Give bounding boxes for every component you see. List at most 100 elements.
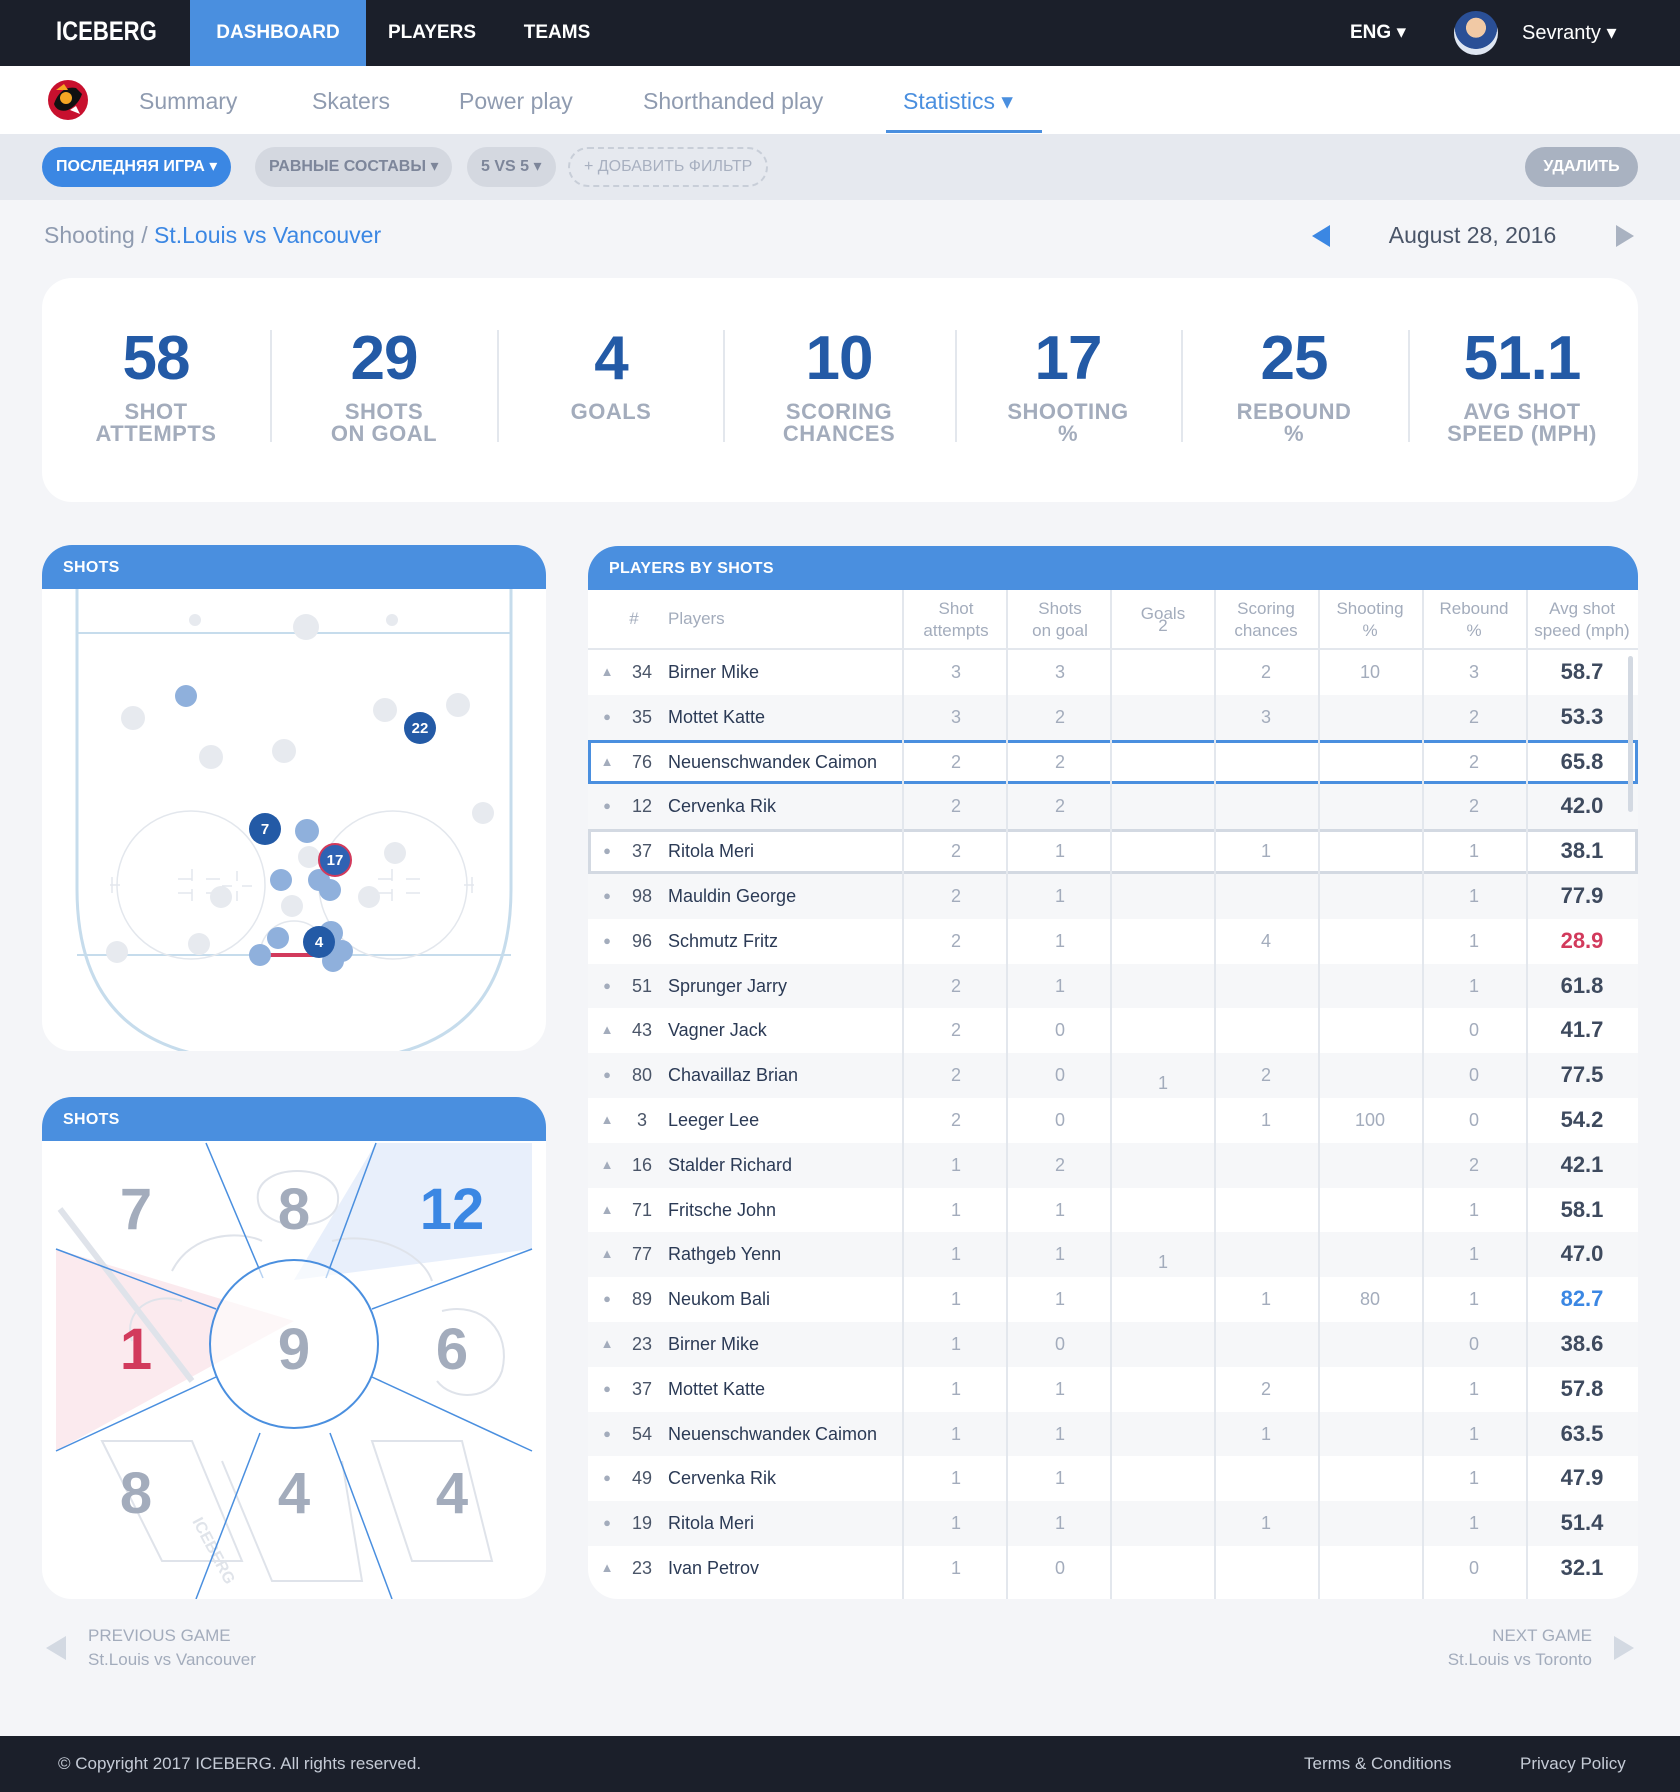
shot-marker-goal[interactable] bbox=[318, 843, 352, 877]
col-scoring-chances[interactable]: Scoring chances bbox=[1234, 599, 1298, 640]
tab-shorthanded-play[interactable]: Shorthanded play bbox=[643, 88, 824, 114]
stat-cell-rb: 2 bbox=[1468, 1154, 1479, 1175]
player-name: Fritsche John bbox=[668, 1199, 777, 1220]
stat-label: REBOUND % bbox=[1236, 399, 1352, 446]
player-number: 98 bbox=[631, 885, 653, 906]
terms-link[interactable]: Terms & Conditions bbox=[1304, 1754, 1452, 1773]
stat-cell-sog: 0 bbox=[1054, 1557, 1065, 1578]
tab-power-play[interactable]: Power play bbox=[459, 88, 573, 114]
stat-cell-rb: 1 bbox=[1468, 1468, 1479, 1489]
card-title: SHOTS bbox=[42, 545, 546, 589]
nav-players[interactable]: PLAYERS bbox=[388, 22, 476, 43]
tab-summary[interactable]: Summary bbox=[139, 88, 238, 114]
next-game-name[interactable]: St.Louis vs Toronto bbox=[1447, 1650, 1592, 1669]
user-menu[interactable]: Sevranty ▾ bbox=[1522, 22, 1617, 44]
table-row[interactable]: ▲ 76 Neuenschwandeк Caimon 2 2 2 65.8 bbox=[588, 739, 1638, 785]
table-row[interactable]: ● 51 Sprunger Jarry 2 1 1 61.8 bbox=[588, 963, 1638, 1009]
stat-cell-g bbox=[1112, 1554, 1214, 1599]
tab-skaters[interactable]: Skaters bbox=[312, 88, 390, 114]
stat-cell-rb: 0 bbox=[1468, 1333, 1479, 1354]
stat-cell-sa: 1 bbox=[950, 1513, 961, 1534]
column-divider bbox=[1214, 590, 1216, 1599]
table-row[interactable]: ▲ 34 Birner Mike 3 3 2 10 3 58.7 bbox=[588, 650, 1638, 695]
table-row[interactable]: ▲ 3 Leeger Lee 2 0 1 100 0 54.2 bbox=[588, 1098, 1638, 1143]
col-rebound-pct[interactable]: Rebound % bbox=[1439, 599, 1509, 640]
previous-game-name[interactable]: St.Louis vs Vancouver bbox=[88, 1650, 256, 1669]
table-row[interactable]: ● 80 Chavaillaz Brian 2 0 1 2 0 77.5 bbox=[588, 1053, 1638, 1098]
shot-marker[interactable] bbox=[303, 926, 335, 958]
table-row[interactable]: ● 54 Neuenschwandeк Caimon 1 1 1 1 63.5 bbox=[588, 1411, 1638, 1457]
stat-cell-rb: 0 bbox=[1468, 1020, 1479, 1041]
stat-cell-rb: 1 bbox=[1468, 975, 1479, 996]
stat-divider bbox=[1181, 330, 1183, 442]
table-row[interactable]: ● 19 Ritola Meri 1 1 1 1 51.4 bbox=[588, 1501, 1638, 1546]
player-trend-icon: ● bbox=[603, 843, 611, 859]
app-logo[interactable]: ICEBERG bbox=[56, 16, 157, 46]
shot-marker[interactable] bbox=[404, 712, 436, 744]
table-row[interactable]: ▲ 71 Fritsche John 1 1 1 58.1 bbox=[588, 1188, 1638, 1233]
stat-cell-sh bbox=[1318, 1367, 1422, 1412]
zone-bottom-left: 8 bbox=[120, 1461, 152, 1526]
breadcrumb-root[interactable]: Shooting / bbox=[44, 222, 148, 248]
player-name: Neuenschwandeк Caimon bbox=[668, 751, 877, 772]
table-row[interactable]: ● 98 Mauldin George 2 1 1 77.9 bbox=[588, 873, 1638, 919]
previous-date-icon[interactable] bbox=[1312, 225, 1330, 247]
player-name: Neukom Bali bbox=[668, 1289, 771, 1310]
table-row[interactable]: ▲ 77 Rathgeb Yenn 1 1 1 1 47.0 bbox=[588, 1232, 1638, 1278]
col-number[interactable]: # bbox=[629, 609, 639, 628]
col-shot-attempts[interactable]: Shot attempts bbox=[923, 599, 989, 640]
delete-filters-button[interactable]: УДАЛИТЬ bbox=[1525, 147, 1638, 187]
stat-cell-sa: 1 bbox=[950, 1468, 961, 1489]
tab-statistics[interactable]: Statistics ▾ bbox=[903, 88, 1013, 114]
nav-teams[interactable]: TEAMS bbox=[523, 22, 591, 43]
stat-cell-sh bbox=[1318, 1188, 1422, 1233]
next-game-label[interactable]: NEXT GAME bbox=[1492, 1626, 1592, 1645]
player-trend-icon: ● bbox=[603, 798, 611, 814]
avatar[interactable] bbox=[1454, 11, 1498, 55]
table-row[interactable]: ● 89 Neukom Bali 1 1 1 80 1 82.7 bbox=[588, 1277, 1638, 1322]
stat-cell-sh bbox=[1318, 1143, 1422, 1188]
filter-chip-last-game[interactable]: ПОСЛЕДНЯЯ ИГРА ▾ bbox=[42, 147, 232, 187]
table-scrollbar[interactable] bbox=[1628, 656, 1633, 812]
stat-cell-sh bbox=[1318, 1322, 1422, 1367]
stat-cell-sh bbox=[1318, 1501, 1422, 1546]
next-game-icon[interactable] bbox=[1614, 1636, 1634, 1660]
previous-game-icon[interactable] bbox=[46, 1636, 66, 1660]
table-row[interactable]: ▲ 23 Birner Mike 1 0 0 38.6 bbox=[588, 1321, 1638, 1367]
col-shots-on-goal[interactable]: Shots on goal bbox=[1032, 599, 1088, 640]
table-row[interactable]: ▲ 23 Ivan Petrov 1 0 0 32.1 bbox=[588, 1546, 1638, 1591]
previous-game-label[interactable]: PREVIOUS GAME bbox=[88, 1626, 231, 1645]
col-goals[interactable]: Goals 2 bbox=[1140, 604, 1186, 635]
next-date-icon[interactable] bbox=[1616, 225, 1634, 247]
player-number: 19 bbox=[631, 1513, 653, 1534]
table-row[interactable]: ● 12 Cervenka Rik 2 2 2 42.0 bbox=[588, 784, 1638, 830]
table-row[interactable]: ● 49 Cervenka Rik 1 1 1 47.9 bbox=[588, 1456, 1638, 1501]
column-divider bbox=[902, 590, 904, 1599]
player-trend-icon: ● bbox=[603, 1515, 611, 1531]
table-row[interactable]: ▲ 43 Vagner Jack 2 0 0 41.7 bbox=[588, 1008, 1638, 1053]
nav-dashboard[interactable]: DASHBOARD bbox=[190, 0, 366, 66]
stat-value: 58 bbox=[122, 324, 191, 393]
shot-marker[interactable] bbox=[249, 813, 281, 845]
stat-scoring-chances: 10 SCORING CHANCES bbox=[725, 278, 953, 502]
col-shooting-pct[interactable]: Shooting % bbox=[1336, 599, 1404, 640]
stat-cell-sa: 2 bbox=[950, 796, 961, 817]
col-avg-shot-speed[interactable]: Avg shot speed (mph) bbox=[1534, 599, 1630, 640]
column-divider bbox=[1422, 590, 1424, 1599]
filter-chip-5v5[interactable]: 5 VS 5 ▾ bbox=[467, 147, 556, 187]
player-name: Rathgeb Yenn bbox=[668, 1244, 782, 1265]
table-row[interactable]: ● 35 Mottet Katte 3 2 3 2 53.3 bbox=[588, 694, 1638, 740]
table-row[interactable]: ● 96 Schmutz Fritz 2 1 4 1 28.9 bbox=[588, 919, 1638, 964]
table-header: # Players Shot attempts Shots on goal Go… bbox=[588, 590, 1638, 650]
filter-chip-even-strength[interactable]: РАВНЫЕ СОСТАВЫ ▾ bbox=[255, 147, 453, 187]
table-row[interactable]: ● 37 Mottet Katte 1 1 2 1 57.8 bbox=[588, 1367, 1638, 1412]
language-select[interactable]: ENG ▾ bbox=[1350, 22, 1406, 43]
table-row[interactable]: ● 37 Ritola Meri 2 1 1 1 38.1 bbox=[588, 829, 1638, 874]
player-name: Ritola Meri bbox=[668, 841, 755, 862]
privacy-link[interactable]: Privacy Policy bbox=[1520, 1754, 1626, 1773]
avg-shot-speed-cell: 82.7 bbox=[1560, 1286, 1604, 1312]
player-name: Cervenka Rik bbox=[668, 1468, 777, 1489]
col-players[interactable]: Players bbox=[668, 609, 725, 628]
table-row[interactable]: ▲ 16 Stalder Richard 1 2 2 42.1 bbox=[588, 1142, 1638, 1188]
add-filter-button[interactable]: + ДОБАВИТЬ ФИЛЬТР bbox=[568, 147, 769, 187]
